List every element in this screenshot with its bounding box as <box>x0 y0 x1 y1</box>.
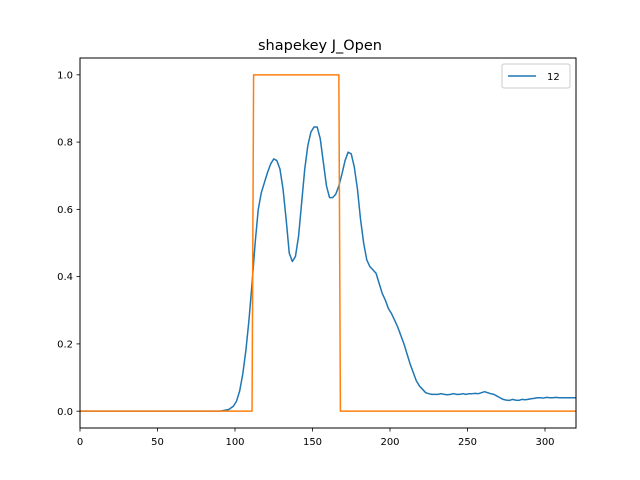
x-tick-label: 200 <box>380 437 399 448</box>
x-tick-label: 100 <box>225 437 244 448</box>
series-layer <box>80 74 576 412</box>
x-tick-label: 250 <box>458 437 477 448</box>
x-tick-label: 50 <box>151 437 164 448</box>
y-tick-label: 0.0 <box>57 407 73 418</box>
x-axis: 0 50 100 150 200 250 300 <box>77 428 555 448</box>
legend: 12 <box>501 63 571 89</box>
series-line-1 <box>80 126 576 412</box>
series-line-2 <box>80 74 576 412</box>
y-axis: 0.0 0.2 0.4 0.6 0.8 1.0 <box>57 70 80 418</box>
chart-title: shapekey J_Open <box>258 38 382 54</box>
x-tick-label: 150 <box>303 437 322 448</box>
y-tick-label: 0.4 <box>57 272 73 283</box>
y-tick-label: 0.6 <box>57 205 73 216</box>
plot-frame <box>79 57 577 429</box>
y-tick-label: 0.2 <box>57 340 73 351</box>
x-tick-label: 300 <box>535 437 554 448</box>
y-tick-label: 1.0 <box>57 70 73 81</box>
legend-label: 12 <box>547 72 560 83</box>
x-tick-label: 0 <box>77 437 83 448</box>
y-tick-label: 0.8 <box>57 138 73 149</box>
